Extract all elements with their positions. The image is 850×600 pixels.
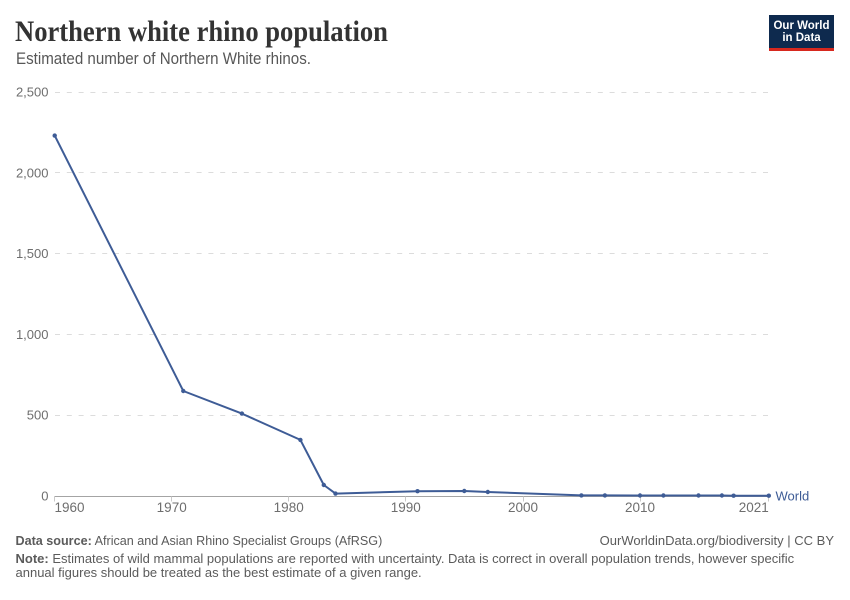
- svg-text:1970: 1970: [157, 500, 187, 515]
- svg-text:1,000: 1,000: [16, 327, 49, 342]
- svg-text:1960: 1960: [55, 500, 85, 515]
- svg-text:2000: 2000: [508, 500, 538, 515]
- svg-text:1990: 1990: [391, 500, 421, 515]
- svg-text:500: 500: [27, 408, 49, 423]
- svg-text:1980: 1980: [274, 500, 304, 515]
- svg-text:World: World: [776, 489, 810, 504]
- svg-text:2,500: 2,500: [16, 85, 49, 100]
- svg-text:2021: 2021: [739, 500, 769, 515]
- svg-text:0: 0: [41, 489, 48, 504]
- svg-text:2010: 2010: [625, 500, 655, 515]
- svg-text:1,500: 1,500: [16, 246, 49, 261]
- svg-text:2,000: 2,000: [16, 165, 49, 180]
